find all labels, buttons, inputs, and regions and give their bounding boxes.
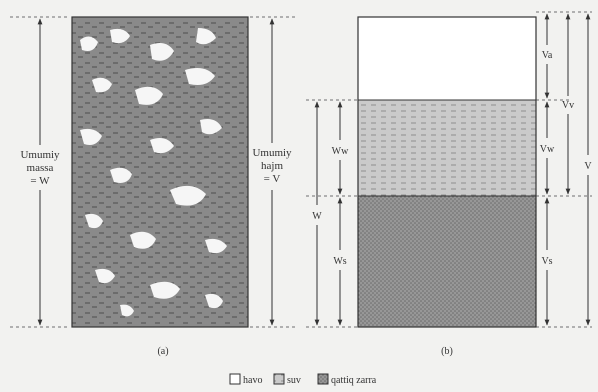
total-volume-dimension: Umumiy hajm = V [250, 16, 296, 328]
total-volume-right-dimension: V [584, 13, 592, 326]
legend-air-swatch [229, 373, 241, 385]
total-volume-label-line2: hajm [261, 160, 283, 172]
legend-solid-swatch [317, 373, 329, 385]
soil-sample-panel-a [71, 16, 249, 328]
solid-mass-dimension: Ws [333, 197, 347, 326]
soil-voids [80, 28, 227, 317]
water-phase [358, 100, 536, 196]
total-volume-label-line3: = V [264, 173, 281, 185]
legend: havo suv qattiq zarra [229, 373, 377, 386]
panel-b-caption: (b) [441, 346, 453, 357]
legend-water-label: suv [287, 375, 301, 386]
ww-label: Ww [332, 146, 349, 157]
water-mass-dimension: Ww [332, 101, 349, 195]
v-label: V [584, 161, 592, 172]
air-volume-dimension: Va [542, 13, 553, 99]
total-mass-label-line1: Umumiy [20, 149, 60, 161]
void-volume-dimension: Vv [562, 13, 574, 195]
va-label: Va [542, 50, 553, 61]
total-mass-label-line2: massa [27, 162, 54, 174]
total-volume-label-line1: Umumiy [252, 147, 292, 159]
water-volume-dimension: Vw [540, 101, 555, 195]
legend-water-swatch [273, 373, 285, 385]
total-mass-label-line3: = W [30, 175, 50, 187]
ws-label: Ws [333, 256, 346, 267]
solid-volume-dimension: Vs [541, 197, 553, 326]
legend-solid-label: qattiq zarra [331, 375, 377, 386]
w-label: W [312, 211, 322, 222]
vv-label: Vv [562, 100, 574, 111]
air-phase [358, 17, 536, 100]
legend-air-label: havo [243, 375, 262, 386]
total-mass-dimension: Umumiy massa = W [10, 16, 70, 328]
vs-label: Vs [541, 256, 552, 267]
total-mass-right-dimension: W [312, 101, 322, 326]
solid-phase [358, 196, 536, 327]
phase-diagram-panel-b [357, 16, 537, 328]
panel-a-caption: (a) [157, 346, 168, 357]
vw-label: Vw [540, 144, 555, 155]
